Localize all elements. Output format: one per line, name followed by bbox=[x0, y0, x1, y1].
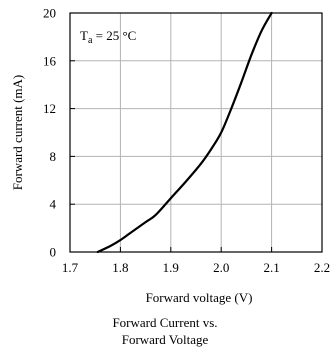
x-tick-label: 2.0 bbox=[213, 260, 229, 275]
y-tick-labels: 0 4 8 12 16 20 bbox=[43, 6, 57, 260]
x-tick-label: 1.7 bbox=[62, 260, 79, 275]
tick-marks bbox=[69, 12, 323, 253]
grid-lines bbox=[70, 13, 322, 252]
x-tick-label: 2.2 bbox=[314, 260, 330, 275]
temperature-annotation: Ta = 25 °C bbox=[80, 28, 136, 46]
y-tick-label: 0 bbox=[50, 245, 57, 260]
y-tick-label: 4 bbox=[50, 197, 57, 212]
x-tick-label: 1.8 bbox=[112, 260, 128, 275]
y-tick-label: 8 bbox=[50, 149, 57, 164]
x-tick-labels: 1.7 1.8 1.9 2.0 2.1 2.2 bbox=[62, 260, 330, 275]
y-axis-label: Forward current (mA) bbox=[10, 75, 25, 191]
y-tick-label: 12 bbox=[43, 101, 56, 116]
series-line bbox=[96, 11, 273, 254]
x-tick-label: 2.1 bbox=[263, 260, 279, 275]
y-tick-label: 16 bbox=[43, 53, 57, 68]
chart-caption: Forward Current vs. Forward Voltage bbox=[80, 314, 250, 348]
caption-line-2: Forward Voltage bbox=[121, 332, 209, 347]
plot-area bbox=[69, 12, 323, 253]
caption-line-1: Forward Current vs. bbox=[112, 315, 218, 330]
x-axis-label: Forward voltage (V) bbox=[146, 290, 253, 305]
y-tick-label: 20 bbox=[43, 6, 56, 21]
x-tick-label: 1.9 bbox=[163, 260, 179, 275]
